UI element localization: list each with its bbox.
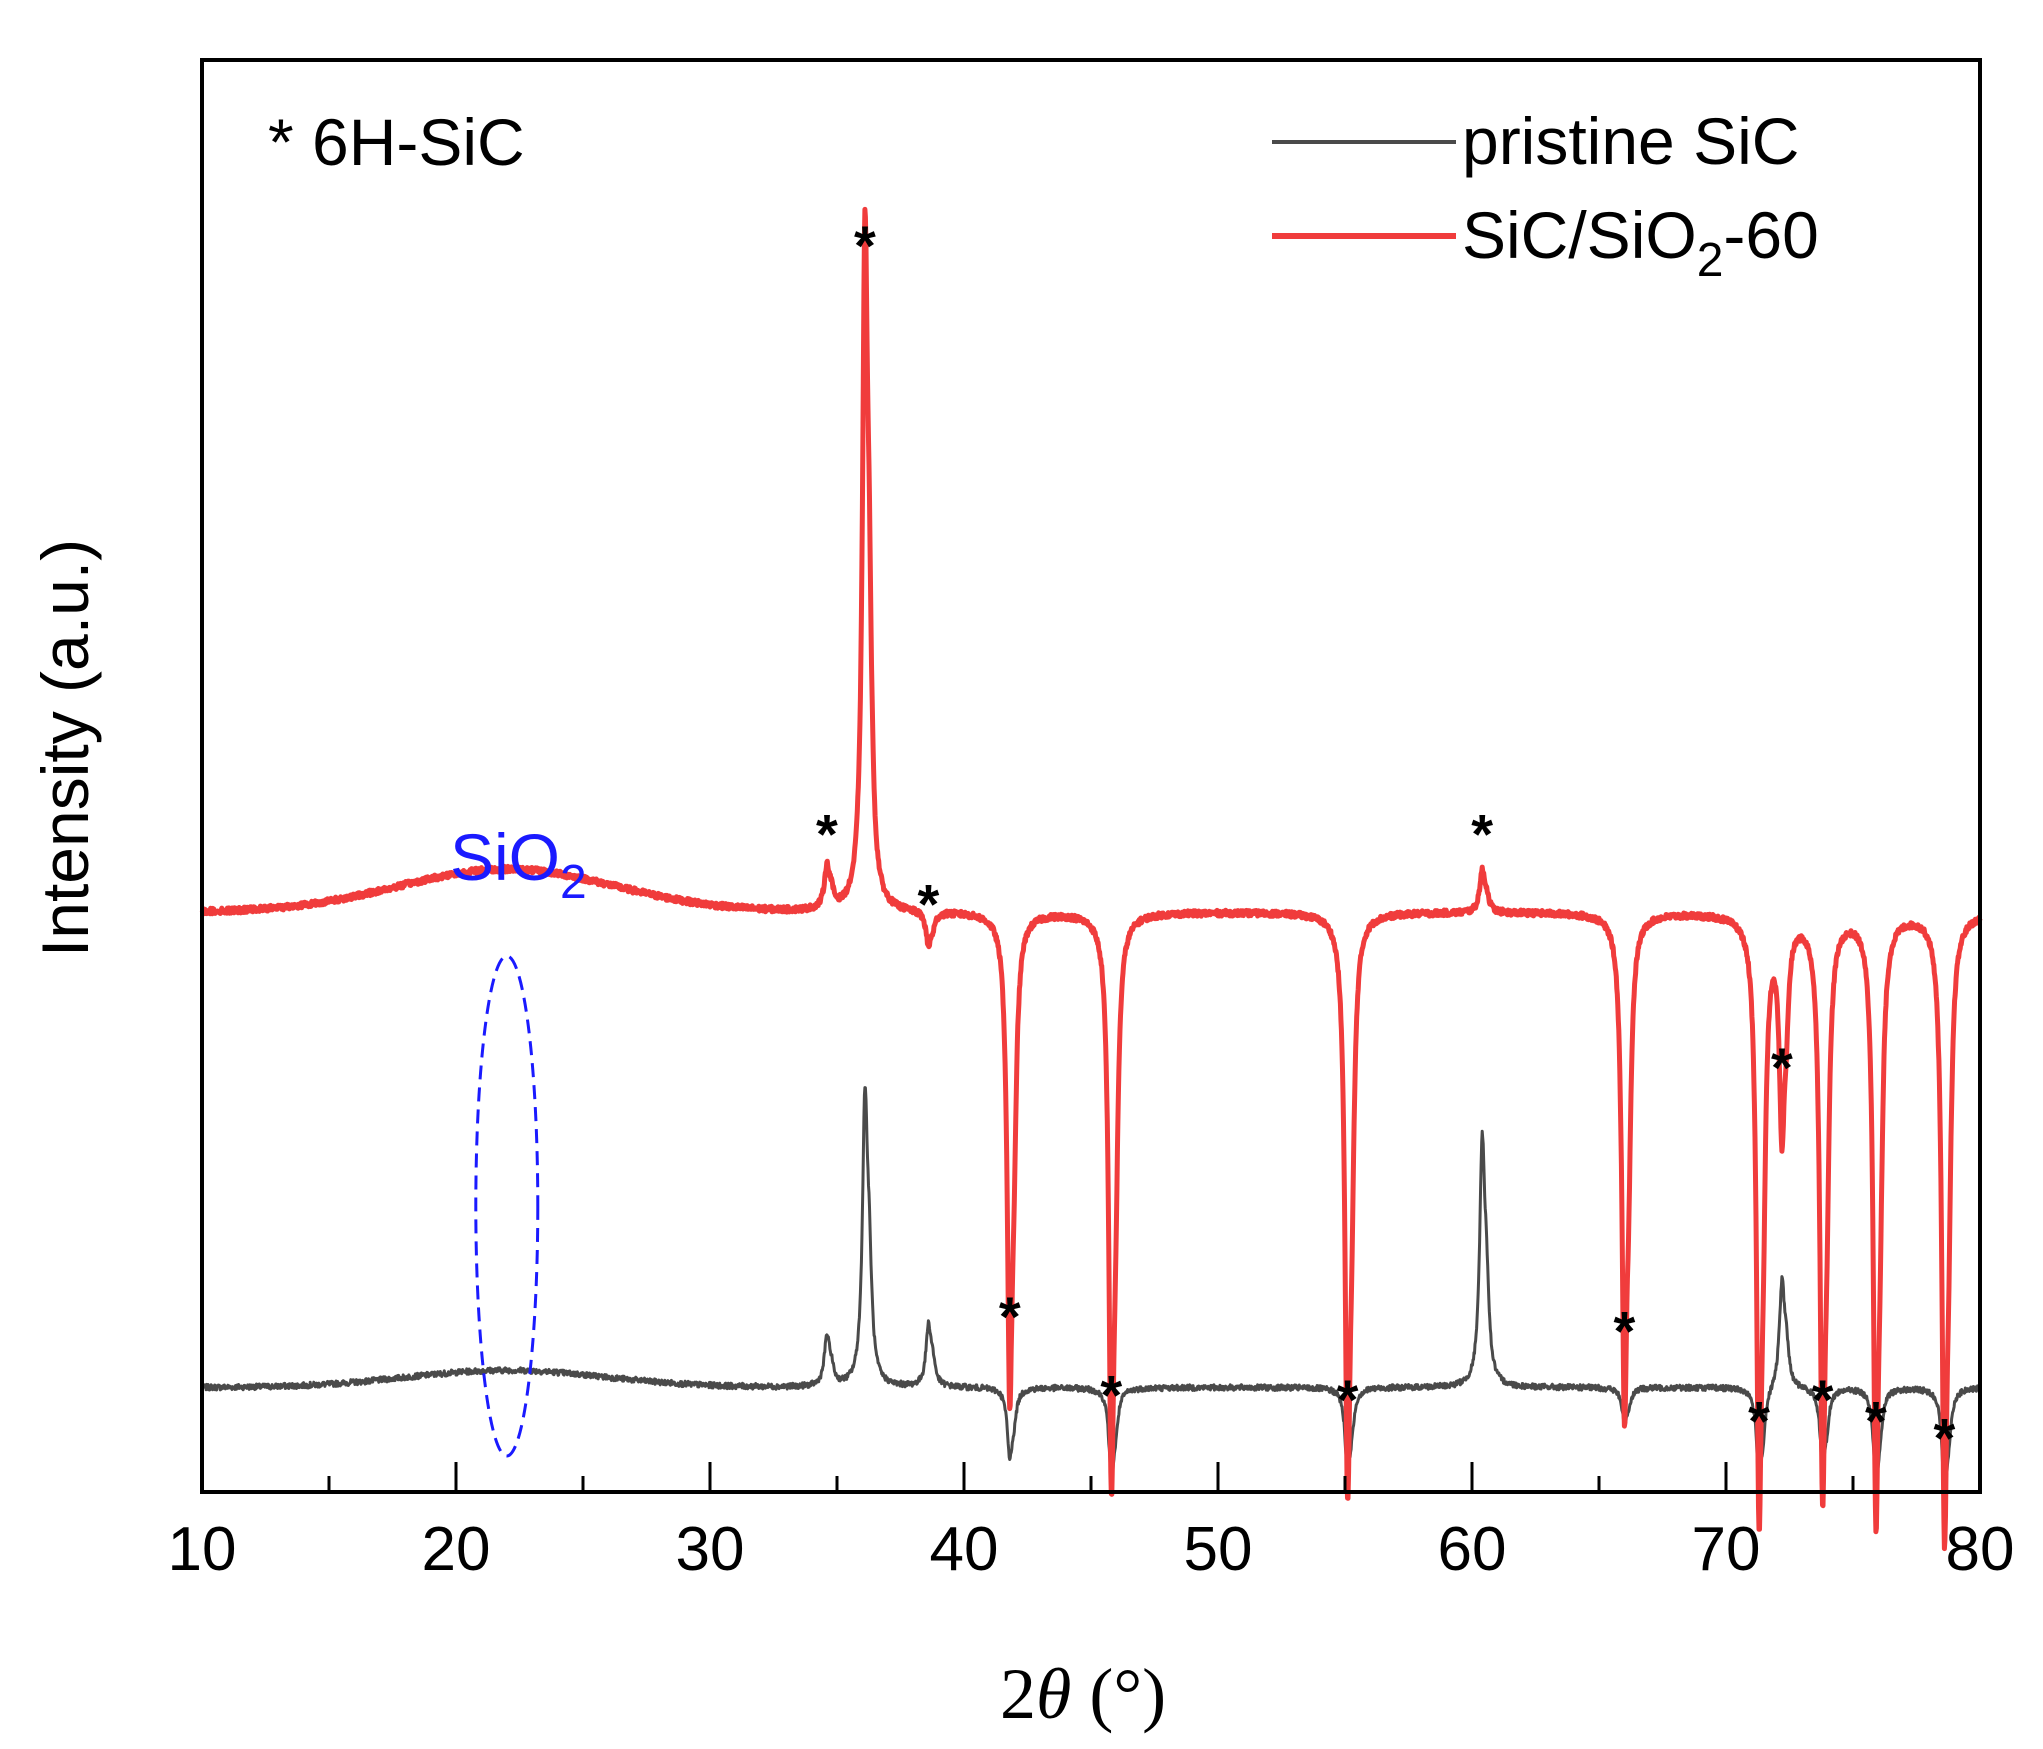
peak-marker: * (1471, 802, 1493, 865)
peak-marker: * (1748, 1389, 1770, 1452)
x-axis-label: 2θ (°) (1000, 1654, 1166, 1734)
legend-label: SiC/SiO2-60 (1462, 198, 1819, 287)
legend: pristine SiC SiC/SiO2-60 (1272, 104, 1819, 287)
series-line-composite (199, 206, 1983, 1552)
sio2-annotation: SiO2 (450, 820, 587, 1458)
x-tick-label: 10 (168, 1515, 237, 1584)
peak-markers-layer: * * * * * * * * * * * * * (816, 214, 1956, 1470)
peak-marker: * (1934, 1407, 1956, 1470)
x-tick-label: 60 (1438, 1515, 1507, 1584)
x-tick-label: 80 (1946, 1515, 2015, 1584)
legend-label: pristine SiC (1462, 104, 1799, 178)
series-line-pristine (200, 1086, 1982, 1498)
x-axis-ticks: 10 20 30 40 50 60 70 80 (168, 1462, 2015, 1584)
peak-marker: * (1771, 1036, 1793, 1099)
peak-marker: * (816, 802, 838, 865)
x-axis-label-text: 2θ (°) (1000, 1654, 1166, 1734)
x-tick-label: 70 (1692, 1515, 1761, 1584)
peak-marker: * (1100, 1364, 1122, 1427)
curves-layer (199, 206, 1983, 1552)
peak-marker: * (918, 873, 940, 936)
sio2-label: SiO2 (450, 820, 587, 909)
peak-marker: * (1337, 1368, 1359, 1431)
x-tick-label: 20 (422, 1515, 491, 1584)
peak-marker: * (999, 1285, 1021, 1348)
phase-note: * 6H-SiC (268, 105, 525, 179)
peak-marker: * (854, 214, 876, 277)
y-axis-label: Intensity (a.u.) (28, 539, 102, 957)
peak-marker: * (1614, 1299, 1636, 1362)
x-tick-label: 50 (1184, 1515, 1253, 1584)
x-tick-label: 30 (676, 1515, 745, 1584)
peak-marker: * (1812, 1368, 1834, 1431)
sio2-ellipse (474, 954, 540, 1458)
x-tick-label: 40 (930, 1515, 999, 1584)
peak-marker: * (1865, 1389, 1887, 1452)
